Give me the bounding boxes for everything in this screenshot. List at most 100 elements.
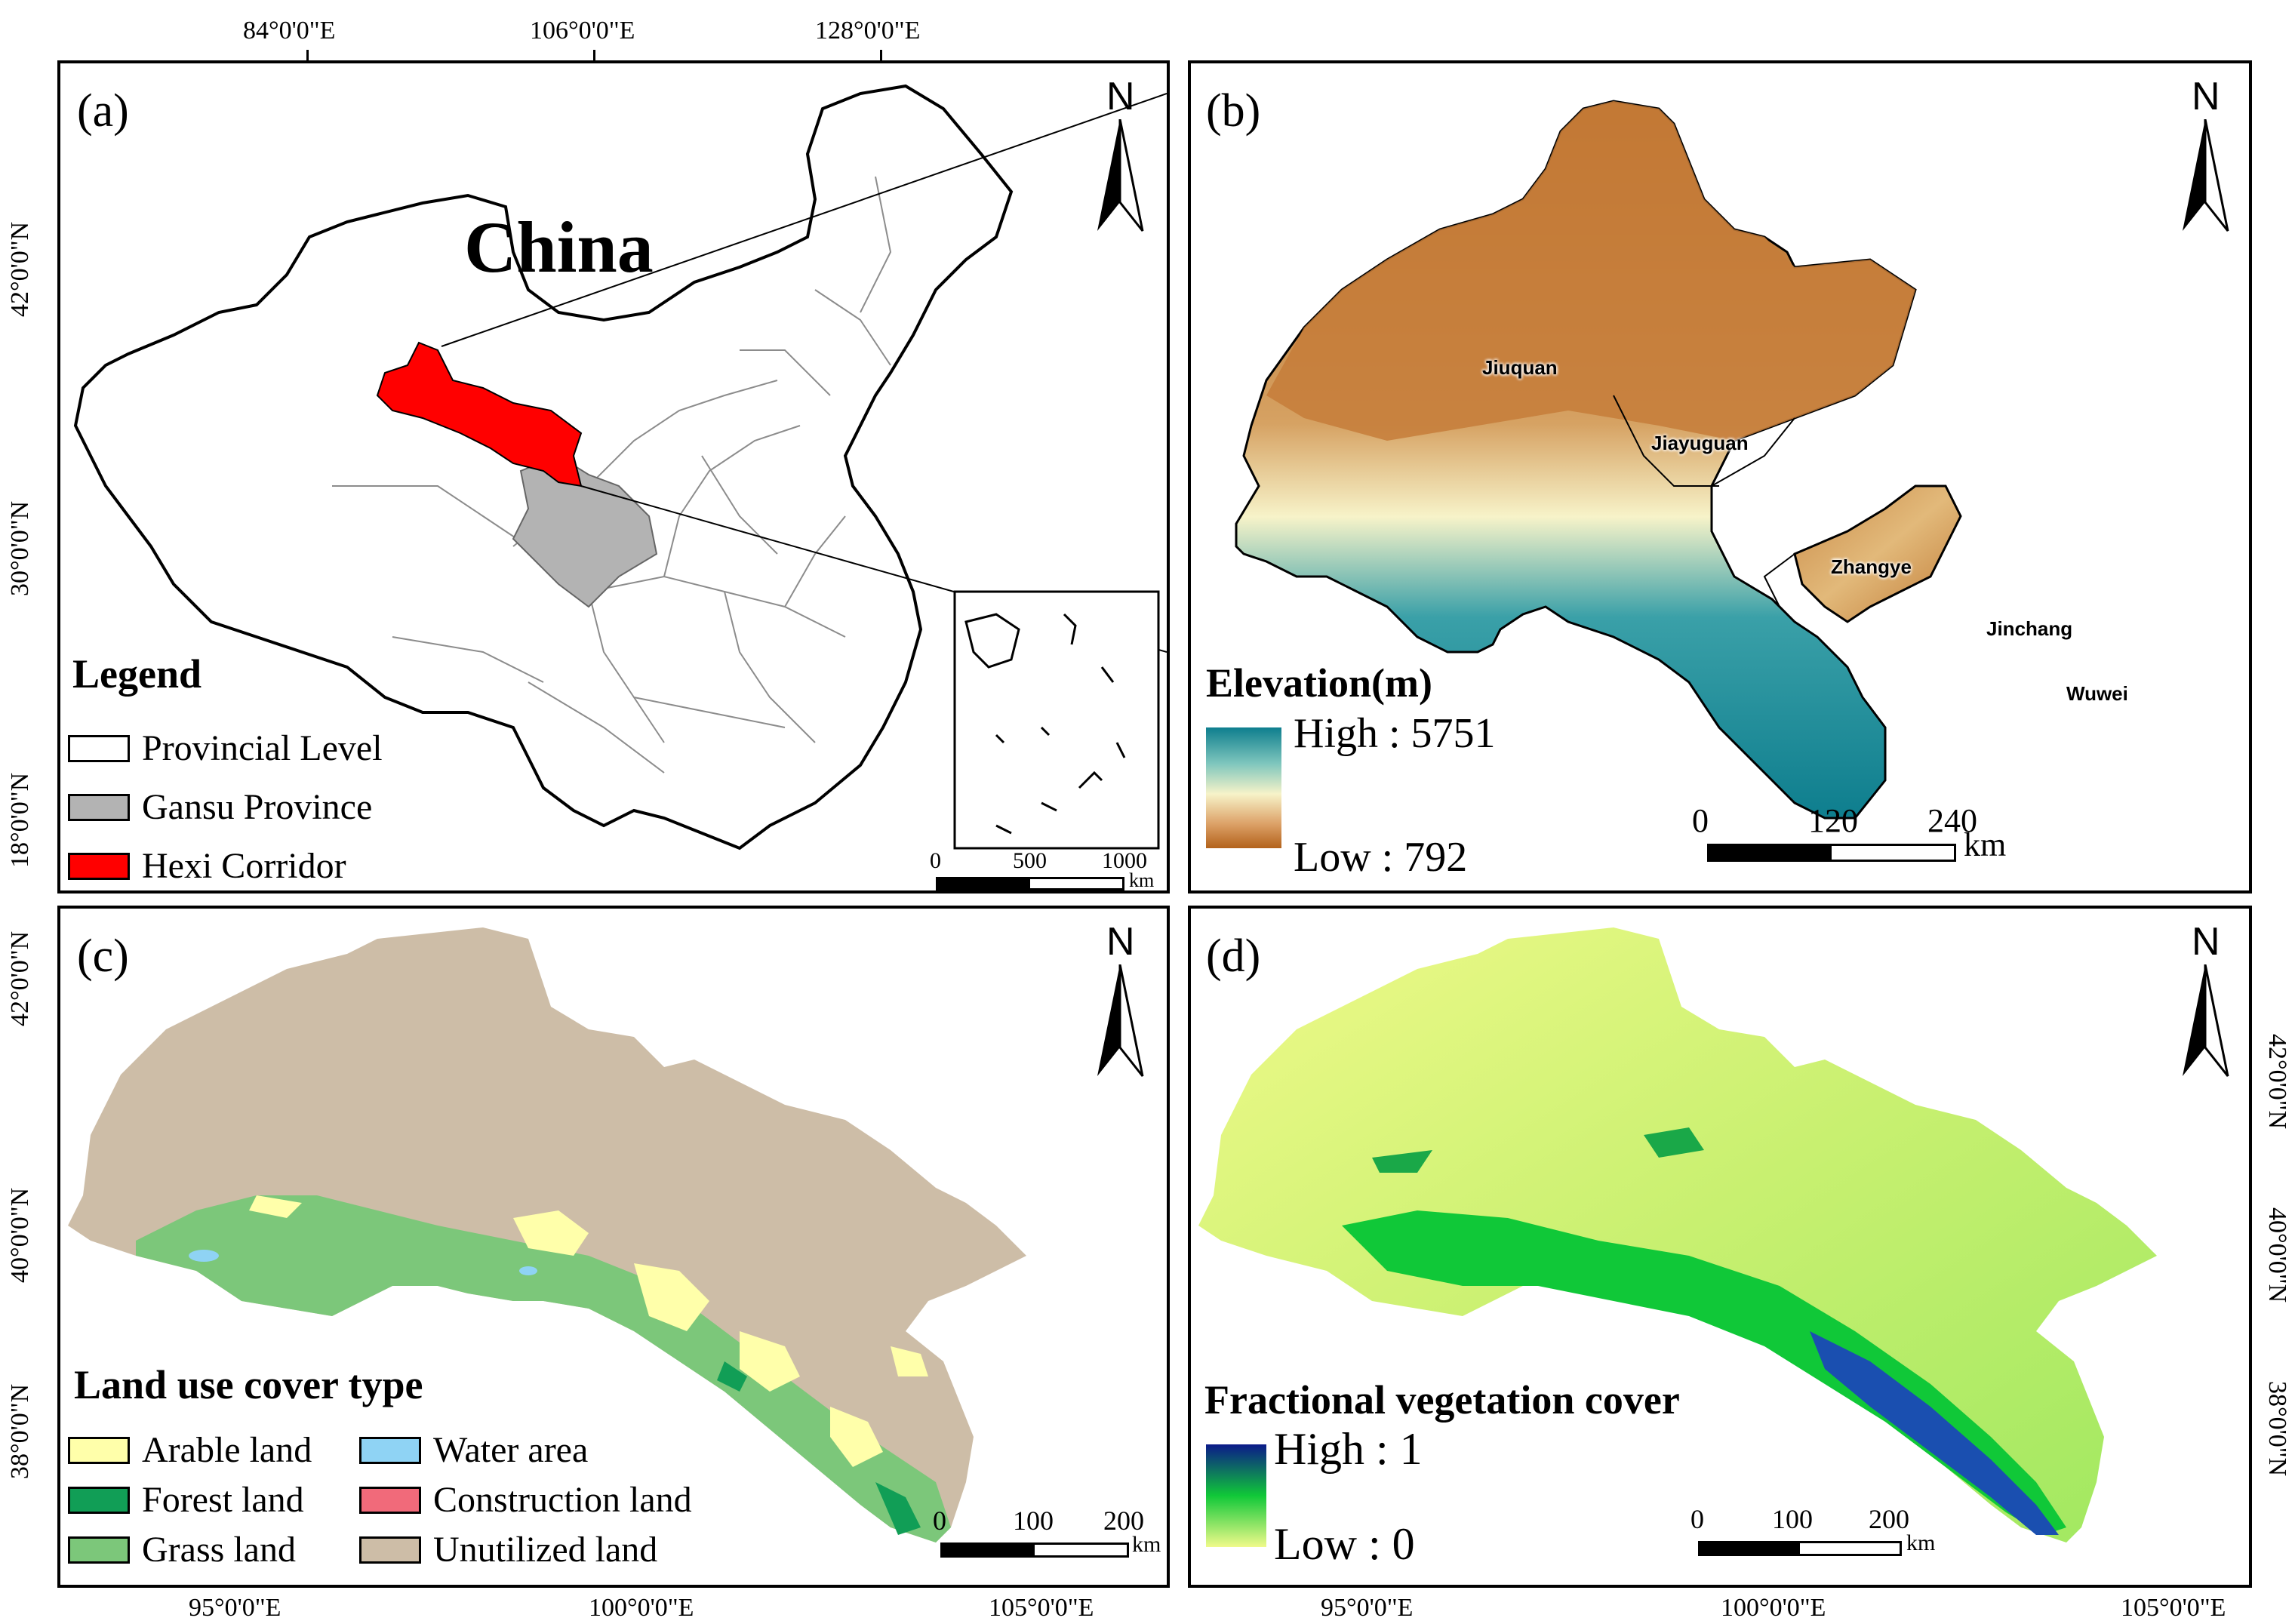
legend-label: Provincial Level (142, 728, 383, 768)
city-label-jiayuguan: Jiayuguan (1651, 432, 1749, 454)
legend-item-construction: Construction land (359, 1479, 692, 1521)
left-tick-38n: 38°0'0"N (6, 1383, 34, 1479)
scale-tick: 500 (1013, 848, 1047, 873)
land-use-legend-title: Land use cover type (74, 1362, 423, 1407)
legend-swatch (68, 734, 130, 762)
north-label: N (1106, 75, 1135, 118)
legend-item-water: Water area (359, 1429, 588, 1471)
elevation-map (1235, 100, 1962, 820)
north-arrow: N (1093, 919, 1153, 1077)
china-map (73, 84, 1167, 850)
scale-tick: 120 (1808, 802, 1858, 839)
north-arrow: N (1093, 74, 1153, 232)
north-arrow-icon (1097, 119, 1144, 232)
northern-lowland (1266, 101, 1915, 441)
north-arrow-icon (2183, 119, 2229, 232)
forest-land-patches (717, 1361, 921, 1535)
scale-tick: 0 (1690, 1504, 1704, 1534)
vegetation-medium (1342, 1210, 2066, 1535)
panel-b-elevation: (b) N Jiuquan Jiayuguan Zhangye Jinchang… (1188, 60, 2252, 894)
left-tick-18n: 18°0'0"N (6, 772, 34, 868)
legend-label: Construction land (433, 1480, 692, 1520)
scale-unit: km (1129, 869, 1155, 891)
scale-tick: 240 (1927, 802, 1977, 839)
legend-label: Unutilized land (433, 1530, 658, 1570)
city-boundaries (1613, 395, 1795, 607)
legend-swatch (359, 1536, 421, 1564)
legend-swatch (68, 1486, 130, 1514)
scale-tick: 100 (1772, 1504, 1813, 1534)
legend-item-unutilized: Unutilized land (359, 1529, 657, 1570)
scale-tick: 0 (930, 848, 941, 873)
country-label: China (464, 207, 654, 288)
city-label-wuwei: Wuwei (2066, 682, 2128, 705)
water-area-patches (189, 1250, 537, 1275)
inset-islands (964, 613, 1126, 835)
elevation-color-ramp (1206, 727, 1281, 848)
north-label: N (2192, 75, 2220, 118)
legend-item-forest: Forest land (68, 1479, 304, 1521)
top-tick-106e: 106°0'0"E (530, 17, 635, 45)
vegetation-high (1810, 1331, 2059, 1535)
left-tick-30n: 30°0'0"N (6, 500, 34, 596)
north-arrow: N (2178, 74, 2238, 232)
vegetation-cover-map (1198, 927, 2157, 1542)
right-tick-38n: 38°0'0"N (2263, 1381, 2291, 1477)
fvc-legend-title: Fractional vegetation cover (1204, 1377, 1680, 1423)
scale-tick: 1000 (1102, 848, 1147, 873)
panel-letter-a: (a) (77, 85, 129, 137)
left-tick-42n: 42°0'0"N (6, 930, 34, 1026)
panel-letter-d: (d) (1206, 930, 1261, 982)
legend-swatch (359, 1436, 421, 1464)
legend-label: Hexi Corridor (142, 846, 346, 886)
legend-item-gansu: Gansu Province (68, 786, 372, 828)
city-label-zhangye: Zhangye (1831, 555, 1912, 578)
left-tick-40n: 40°0'0"N (6, 1187, 34, 1283)
legend-title: Legend (72, 651, 202, 697)
legend-swatch (68, 1536, 130, 1564)
panel-letter-b: (b) (1206, 85, 1261, 137)
scale-unit: km (1132, 1532, 1161, 1557)
legend-label: Gansu Province (142, 787, 373, 827)
gansu-province (512, 454, 658, 608)
legend-label: Arable land (142, 1430, 312, 1470)
fvc-high-label: High : 1 (1274, 1424, 1423, 1474)
north-arrow: N (2178, 919, 2238, 1077)
hexi-corridor (376, 341, 583, 488)
elevation-high-label: High : 5751 (1294, 710, 1496, 757)
grass-land (136, 1195, 951, 1542)
arable-land-patches (249, 1195, 928, 1467)
city-label-jinchang: Jinchang (1986, 617, 2073, 640)
south-china-sea-inset (953, 590, 1160, 850)
legend-label: Grass land (142, 1530, 296, 1570)
legend-swatch (68, 793, 130, 821)
top-tick-84e: 84°0'0"E (243, 17, 336, 45)
bottom-tick-105e: 105°0'0"E (989, 1594, 1094, 1622)
legend-item-arable: Arable land (68, 1429, 312, 1471)
vegetation-patches (1372, 1127, 1704, 1173)
tick-mark (880, 50, 882, 62)
legend-item-grass: Grass land (68, 1529, 296, 1570)
legend-label: Forest land (142, 1480, 304, 1520)
panel-c-land-use: (c) N Land use cover type Arable land Fo… (57, 906, 1170, 1588)
elevation-low-label: Low : 792 (1294, 834, 1468, 881)
bottom-tick-105e: 105°0'0"E (2121, 1594, 2226, 1622)
legend-item-provincial: Provincial Level (68, 727, 383, 769)
legend-label: Water area (433, 1430, 589, 1470)
scale-tick: 0 (1692, 802, 1709, 839)
scale-bar (1707, 844, 1956, 862)
scale-tick: 200 (1103, 1506, 1144, 1536)
fvc-color-ramp (1206, 1444, 1266, 1547)
bottom-tick-95e: 95°0'0"E (1321, 1594, 1414, 1622)
elevation-legend-title: Elevation(m) (1206, 660, 1432, 706)
scale-bar (1698, 1541, 1902, 1556)
tick-mark (593, 50, 595, 62)
legend-item-hexi: Hexi Corridor (68, 845, 346, 887)
north-arrow-icon (2183, 964, 2229, 1077)
right-tick-42n: 42°0'0"N (2263, 1034, 2291, 1130)
tick-mark (306, 50, 309, 62)
land-use-map (68, 927, 1026, 1542)
scale-tick: 200 (1869, 1504, 1909, 1534)
panel-d-vegetation-cover: (d) N Fractional vegetation cover High :… (1188, 906, 2252, 1588)
scale-bar (940, 1542, 1129, 1558)
